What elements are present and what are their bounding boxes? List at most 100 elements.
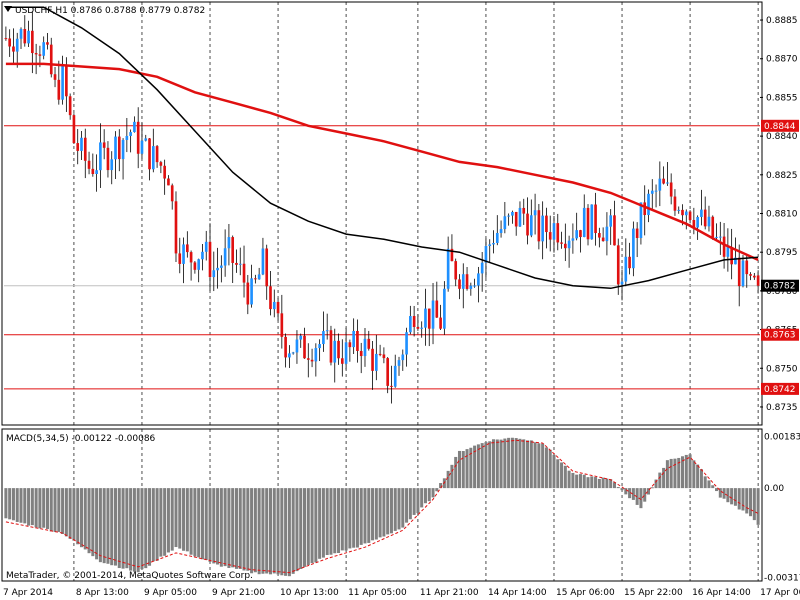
macd-bar [302,488,307,567]
candle-body [220,265,223,268]
time-tick-label: 17 Apr 06:00 [760,588,800,598]
price-tag-label: 0.8782 [764,282,796,292]
macd-bar [57,488,61,532]
candle-body [193,262,197,270]
macd-bar [469,447,473,489]
slow-moving-average-line [5,62,759,262]
candle-body [756,275,760,286]
candle-body [420,327,424,329]
time-tick-label: 9 Apr 21:00 [212,588,265,598]
candle-body [133,121,136,133]
candle-body [322,331,325,345]
macd-bar [79,488,84,548]
candle-body [711,216,715,238]
price-tag-bg [761,119,799,132]
candle-body [526,213,529,236]
moving-averages [5,6,759,290]
candle-body [261,248,265,275]
candle-body [594,204,597,234]
macd-bar [510,437,514,489]
candle-body [507,215,510,217]
candle-body [473,285,476,287]
candle-body [469,285,473,289]
macd-bar [416,488,420,514]
macd-bar [242,488,246,571]
candle-body [700,209,703,217]
copyright-text: MetaTrader, © 2001-2014, MetaQuotes Soft… [6,571,253,581]
candle-body [250,278,253,305]
macd-bar [669,458,673,489]
macd-bar [106,488,110,564]
macd-bar [340,488,344,551]
candle-body [703,209,707,227]
candle-body [443,288,446,329]
macd-bar [408,488,412,520]
candle-body [669,182,673,197]
candle-body [416,326,420,329]
candle-body [635,228,639,239]
candle-body [386,358,389,386]
candle-body [303,335,306,359]
candle-body [291,352,295,354]
macd-bar [718,488,722,498]
macd-bar [83,488,87,550]
horizontal-lines[interactable] [4,125,760,390]
candle-body [87,160,91,169]
price-tag-bg [761,328,799,341]
candle-body [352,330,355,348]
macd-bar [284,488,288,576]
macd-signal-line [5,439,759,574]
macd-bar [703,476,707,489]
macd-bar [382,488,386,537]
candle-body [223,248,227,266]
candle-body [238,263,242,265]
macd-bar [193,488,197,557]
macd-bar [476,444,480,489]
macd-bar [197,488,201,558]
candle-body [106,147,110,171]
candle-body [556,223,560,243]
candle-body [254,278,257,280]
macd-bar [310,488,314,564]
candle-body [227,237,231,249]
candle-body [125,135,129,140]
macd-bar [359,488,363,545]
macd-bar [325,488,329,555]
macd-bar [219,488,223,567]
macd-bar [91,488,95,557]
macd-bar [461,451,465,489]
candle-body [34,53,38,55]
candle-body [412,316,416,327]
macd-bar [227,488,231,568]
dropdown-triangle-icon[interactable] [4,6,12,12]
candle-body [378,353,382,355]
candle-body [306,358,310,360]
price-tick-label: 0.8795 [766,248,798,258]
macd-bar [688,454,692,489]
macd-bar [609,479,613,489]
macd-bar [612,482,616,489]
candle-body [590,204,594,240]
macd-bar [299,488,303,569]
macd-bar [745,488,749,514]
candle-body [174,201,178,254]
macd-bar [518,438,522,489]
candle-body [431,300,435,329]
candle-body [397,360,401,366]
candle-body [632,228,635,269]
candle-body [257,274,261,280]
price-tag-bg [761,279,799,292]
macd-bar [737,488,741,510]
macd-bar [250,488,254,574]
candle-body [151,146,155,170]
candle-body [598,233,601,238]
candle-body [529,215,533,236]
candle-body [212,270,216,278]
candle-body [265,248,269,287]
candle-body [121,139,125,160]
macd-bar [526,440,530,489]
candle-body [605,226,609,242]
candle-body [654,190,658,192]
macd-bar [427,488,431,502]
